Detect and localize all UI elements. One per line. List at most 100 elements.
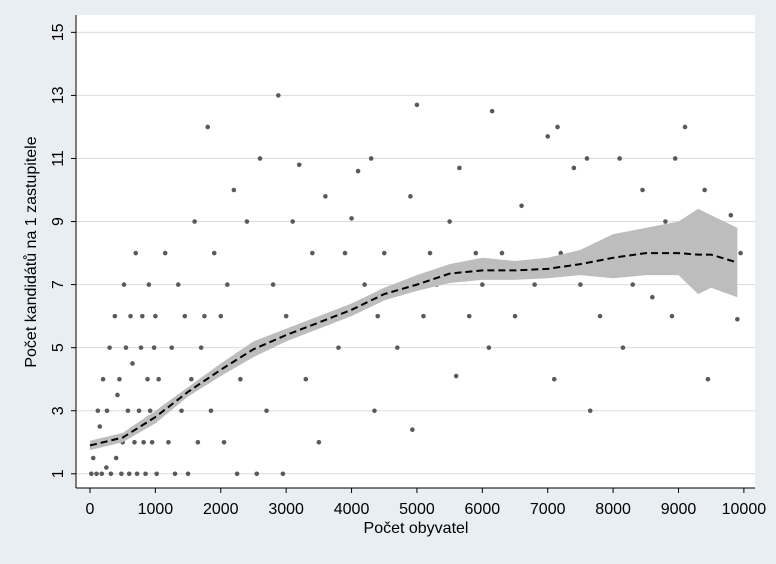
x-tick-label: 10000 — [722, 501, 767, 518]
point — [185, 471, 191, 477]
point — [113, 455, 119, 461]
point — [95, 408, 101, 414]
point — [145, 376, 150, 382]
point — [323, 194, 328, 199]
point — [381, 250, 387, 256]
point — [290, 219, 295, 224]
point — [264, 408, 269, 414]
point — [162, 250, 168, 256]
point — [270, 282, 276, 287]
point — [551, 376, 557, 382]
point — [136, 408, 142, 414]
point — [519, 203, 524, 209]
point — [254, 471, 260, 477]
fit-line — [89, 252, 738, 447]
point — [336, 345, 341, 350]
point — [99, 471, 105, 477]
point — [421, 313, 426, 319]
point — [94, 471, 99, 477]
point — [90, 455, 96, 461]
point — [138, 345, 144, 350]
point — [303, 376, 309, 382]
point — [280, 471, 286, 477]
point — [121, 282, 127, 287]
x-tick-label: 9000 — [661, 501, 697, 518]
y-axis-title: Počet kandidátů na 1 zastupitele — [22, 136, 40, 367]
point — [104, 465, 109, 470]
point — [499, 250, 505, 256]
point — [166, 439, 171, 445]
point — [151, 345, 157, 350]
point — [128, 313, 133, 319]
point — [123, 345, 129, 350]
point — [192, 219, 197, 224]
point — [640, 187, 645, 193]
point — [410, 427, 415, 432]
point — [283, 313, 289, 319]
x-tick-label: 5000 — [399, 501, 435, 518]
x-axis-title: Počet obyvatel — [364, 520, 469, 537]
point — [112, 313, 118, 319]
point — [189, 376, 194, 382]
point — [558, 250, 564, 256]
point — [310, 250, 315, 256]
point — [130, 361, 135, 366]
point — [156, 376, 161, 382]
y-tick-label: 5 — [50, 343, 67, 352]
point — [682, 124, 688, 130]
y-tick-label: 9 — [50, 217, 67, 226]
point — [362, 282, 367, 287]
point — [620, 345, 626, 350]
point — [587, 408, 593, 414]
point — [545, 134, 551, 139]
point — [617, 156, 622, 161]
point — [316, 439, 322, 445]
point — [584, 156, 590, 161]
point — [153, 313, 158, 319]
point — [342, 250, 348, 256]
point — [457, 165, 462, 171]
point — [571, 165, 577, 171]
y-tick-label: 7 — [50, 280, 67, 289]
y-tick-label: 13 — [50, 86, 67, 104]
point — [231, 187, 237, 193]
point — [578, 282, 583, 287]
point — [473, 250, 479, 256]
point — [146, 282, 152, 287]
point — [276, 93, 281, 98]
point — [125, 408, 131, 414]
point — [480, 282, 485, 287]
point — [126, 471, 132, 477]
point — [117, 376, 122, 382]
point — [198, 345, 204, 350]
point — [143, 471, 148, 477]
x-tick-label: 1000 — [138, 501, 174, 518]
point — [119, 471, 124, 477]
point — [100, 376, 106, 382]
point — [221, 439, 227, 445]
point — [175, 282, 181, 287]
point — [97, 424, 103, 429]
point — [555, 124, 560, 130]
point — [349, 216, 354, 221]
point — [211, 250, 217, 256]
x-tick-label: 0 — [86, 501, 95, 518]
point — [154, 471, 159, 477]
point — [147, 408, 153, 414]
point — [140, 313, 145, 319]
point — [202, 313, 207, 319]
point — [466, 313, 472, 319]
x-tick-label: 6000 — [465, 501, 501, 518]
point — [372, 408, 377, 414]
point — [663, 219, 668, 224]
point — [133, 250, 139, 256]
point — [672, 156, 678, 161]
confidence-band — [89, 208, 738, 451]
point — [225, 282, 230, 287]
point — [218, 313, 224, 319]
point — [669, 313, 675, 319]
point — [650, 294, 655, 300]
point — [512, 313, 518, 319]
point — [355, 168, 361, 174]
